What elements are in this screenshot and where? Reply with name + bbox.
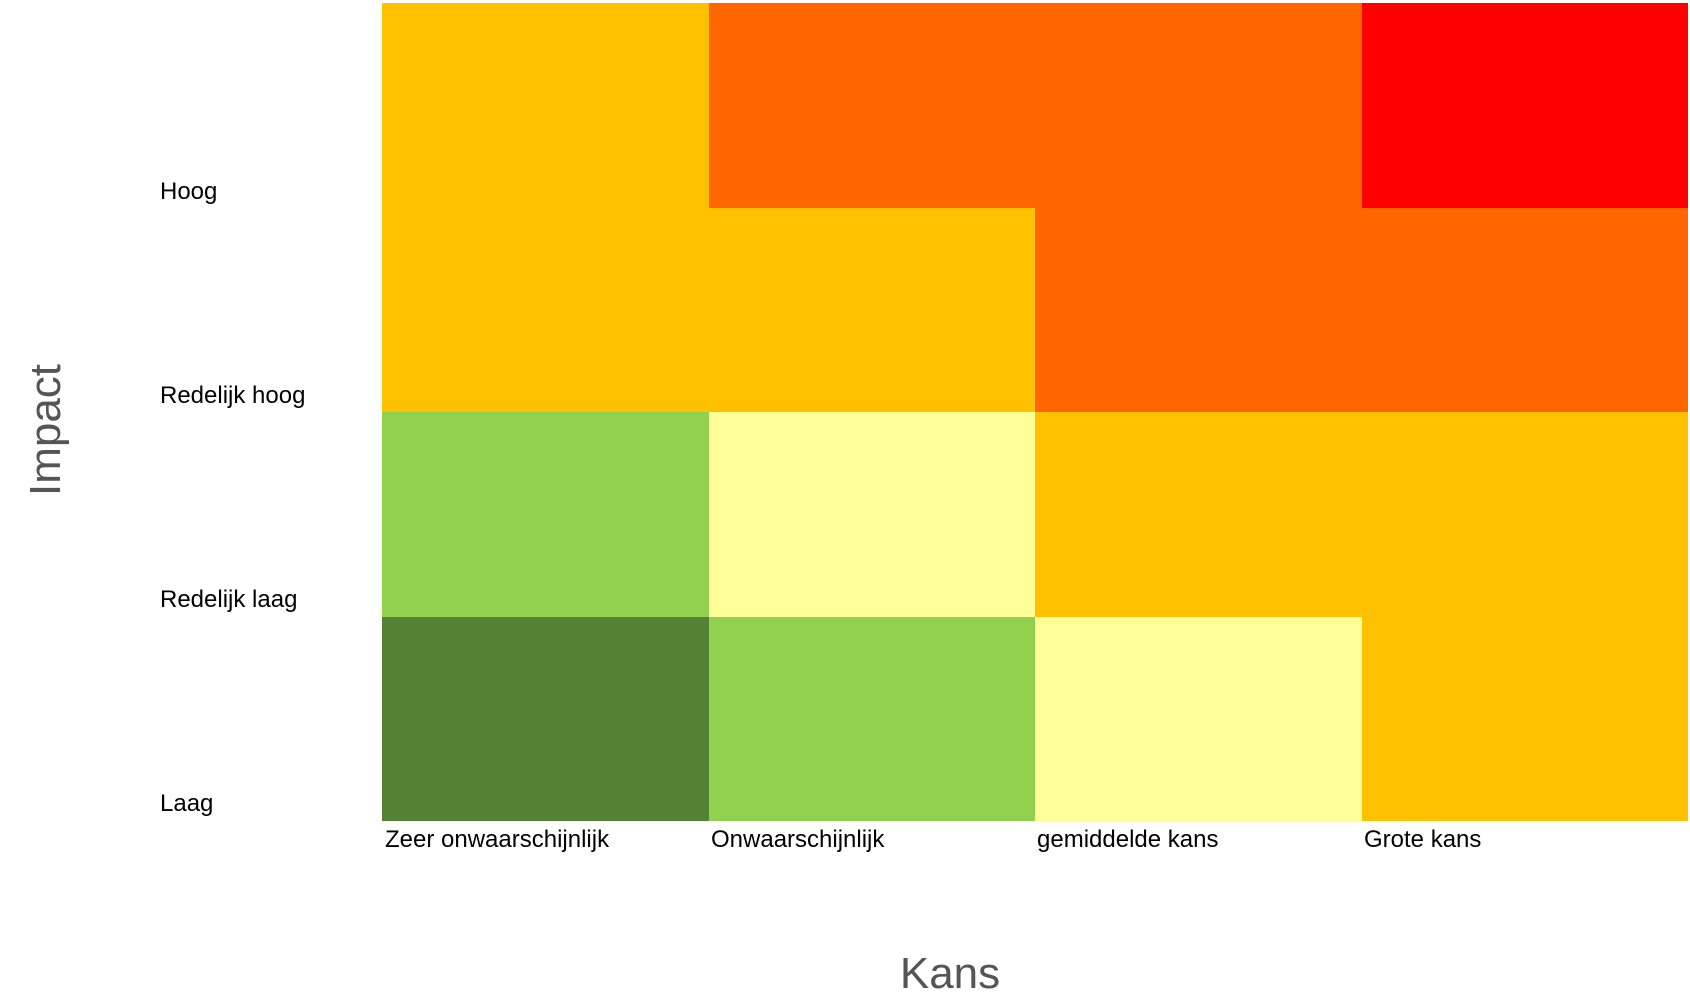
y-tick-label-redelijk-laag: Redelijk laag (160, 586, 298, 613)
heatmap-cell-light-green (709, 617, 1035, 821)
heatmap-cell-amber (1035, 412, 1362, 617)
y-tick-label-laag: Laag (160, 790, 214, 817)
heatmap-cell-orange (1362, 208, 1688, 412)
y-tick-label-hoog: Hoog (160, 178, 218, 205)
x-axis-title: Kans (899, 949, 1001, 998)
heatmap-cell-amber (382, 208, 709, 412)
y-axis-title: Impact (21, 363, 70, 497)
heatmap-cell-dark-green (382, 617, 709, 821)
heatmap-cell-light-yellow (1035, 617, 1362, 821)
heatmap-cell-amber (709, 208, 1035, 412)
heatmap-cell-orange (1035, 3, 1362, 208)
heatmap-cell-amber (1362, 617, 1688, 821)
x-tick-label-onwaarschijnlijk: Onwaarschijnlijk (711, 826, 885, 853)
heatmap-cell-orange (709, 3, 1035, 208)
heatmap-cell-red (1362, 3, 1688, 208)
heatmap-cell-amber (1362, 412, 1688, 617)
x-tick-label-grote-kans: Grote kans (1364, 826, 1482, 853)
x-tick-label-zeer-onwaarschijnlijk: Zeer onwaarschijnlijk (385, 826, 610, 853)
heatmap-cell-light-green (382, 412, 709, 617)
heatmap-cell-orange (1035, 208, 1362, 412)
heatmap-cell-light-yellow (709, 412, 1035, 617)
y-tick-label-redelijk-hoog: Redelijk hoog (160, 382, 306, 409)
heatmap-cell-amber (382, 3, 709, 208)
x-tick-label-gemiddelde-kans: gemiddelde kans (1037, 826, 1219, 853)
